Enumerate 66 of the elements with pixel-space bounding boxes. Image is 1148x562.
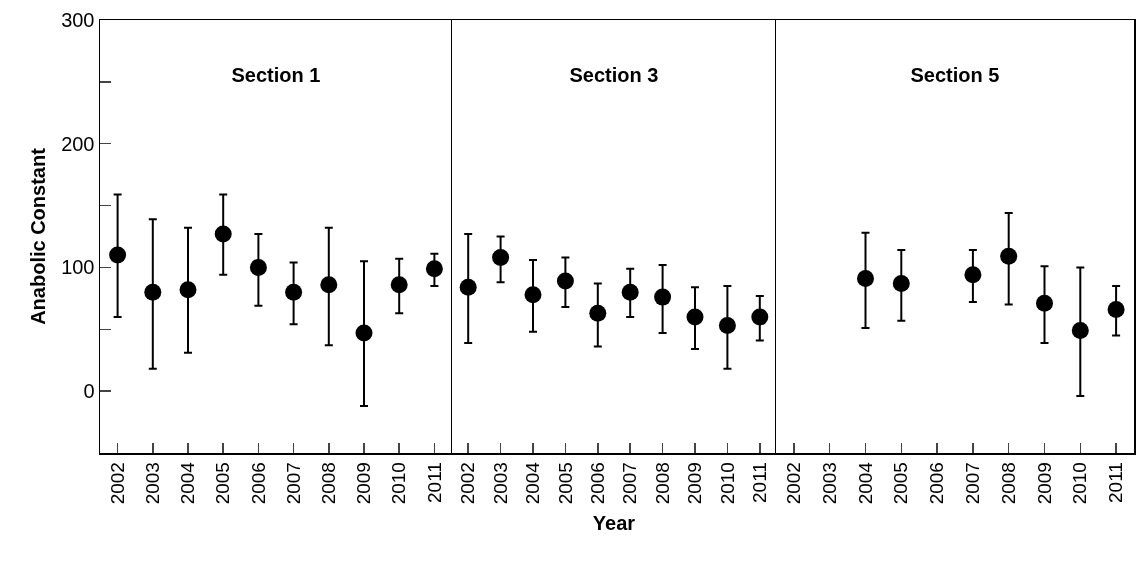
point [654,288,672,306]
x-tick-label: 2004 [854,461,876,505]
x-tick-label: 2010 [1069,462,1091,505]
x-tick-label: 2006 [926,462,948,505]
x-tick-label: 2008 [997,462,1019,505]
x-tick-label: 2008 [651,462,673,505]
x-tick-label: 2011 [1105,462,1127,503]
point [1107,300,1125,318]
point [1000,247,1018,265]
point [390,276,408,294]
x-tick-label: 2003 [489,462,511,505]
x-tick-label: 2005 [890,462,912,505]
x-tick-label: 2010 [388,462,410,505]
point [320,276,338,294]
point [459,278,477,296]
x-tick-label: 2008 [317,462,339,505]
x-tick-label: 2011 [423,462,445,503]
text: Section 1 [231,64,321,86]
point [109,246,127,264]
x-tick-label: 2002 [457,462,479,505]
point [718,317,736,335]
text: Section 3 [569,64,659,86]
x-tick-label: 2009 [353,462,375,505]
point [686,308,704,326]
x-tick-label: 2009 [684,462,706,505]
point [285,283,303,301]
point [144,283,162,301]
x-tick-label: 2003 [818,462,840,505]
point [556,272,574,290]
point [179,281,197,299]
x-tick-label: 2002 [783,462,805,505]
point [751,308,769,326]
point [892,275,910,292]
y-axis-title: Anabolic Constant [26,147,49,325]
x-tick-label: 2007 [282,462,304,505]
point [249,258,267,276]
x-tick-label: 2005 [212,462,234,505]
y-tick-label: 300 [61,9,95,31]
x-tick-label: 2009 [1033,462,1055,505]
point [857,270,874,288]
point [1036,294,1053,312]
point [355,324,373,342]
x-tick-label: 2005 [554,462,576,505]
point [964,266,982,284]
x-tick-label: 2007 [619,462,641,505]
x-tick-label: 2006 [247,462,269,505]
y-tick-label: 0 [83,380,95,403]
x-tick-label: 2007 [962,462,984,505]
point [214,225,232,243]
x-tick-label: 2003 [141,462,163,505]
x-tick-label: 2010 [716,462,738,505]
point [524,286,542,304]
x-axis-title: Year [592,511,636,534]
x-tick-label: 2002 [106,462,128,505]
point [621,283,639,301]
x-tick-label: 2011 [748,462,770,503]
text: Section 5 [910,64,1000,86]
x-tick-label: 2004 [522,461,544,505]
y-tick-label: 100 [61,256,95,279]
x-tick-label: 2006 [586,462,608,505]
x-tick-label: 2004 [177,461,199,505]
point [425,260,443,278]
point [589,304,607,322]
point [1071,322,1089,340]
y-tick-label: 200 [61,132,95,155]
point [492,249,510,267]
